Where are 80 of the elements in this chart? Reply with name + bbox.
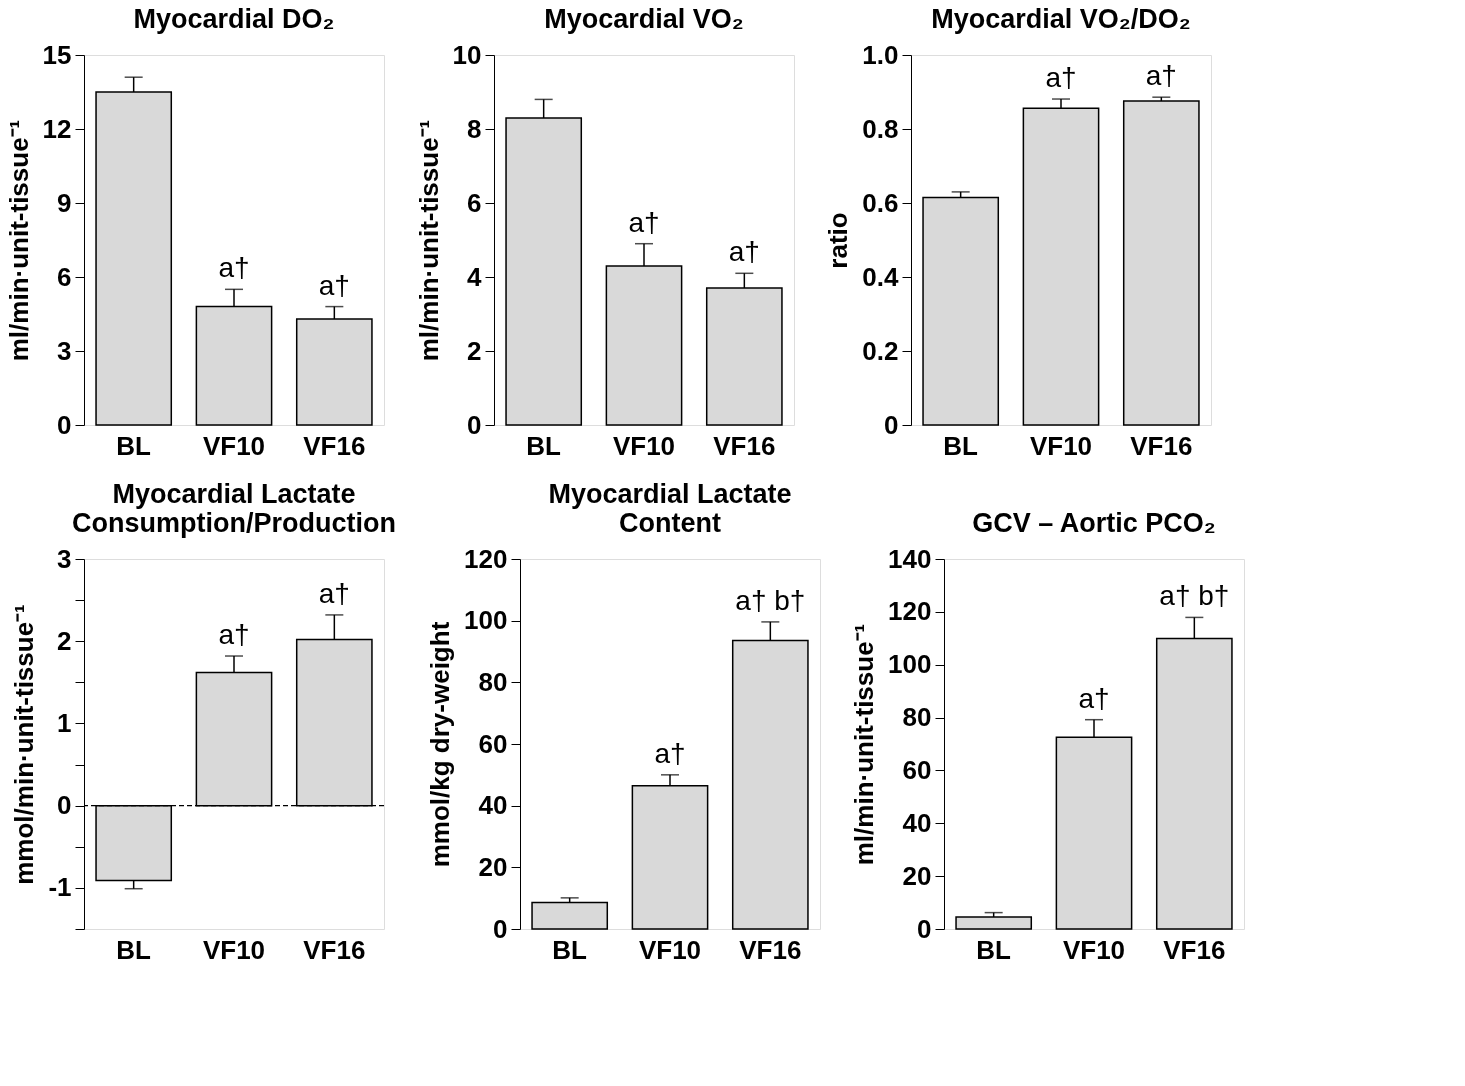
y-tick-label: 3 xyxy=(57,335,72,366)
y-tick-label: 12 xyxy=(42,113,72,144)
y-tick-label: 10 xyxy=(452,39,482,70)
annotation: a† xyxy=(1045,62,1077,94)
x-tick-label: VF10 xyxy=(202,430,266,461)
y-tick-label: 3 xyxy=(57,543,72,574)
y-axis-title: ratio xyxy=(823,212,854,269)
y-tick-label: 120 xyxy=(464,543,508,574)
x-tick-label: BL xyxy=(976,934,1012,965)
chart-title: Myocardial Lactate Consumption/Production xyxy=(72,479,396,538)
annotation: a† b† xyxy=(735,584,806,616)
y-tick-label: 0.6 xyxy=(862,187,899,218)
y-tick-label: 0 xyxy=(57,409,72,440)
y-tick-label: 8 xyxy=(467,113,482,144)
y-tick-label: 0.2 xyxy=(862,335,899,366)
x-tick-label: VF10 xyxy=(1029,430,1093,461)
y-axis-title: mmol/min·unit-tissue⁻¹ xyxy=(9,604,40,885)
chart-title: Myocardial DO₂ xyxy=(133,4,335,34)
y-tick-label: 0.4 xyxy=(862,261,900,292)
x-tick-label: VF16 xyxy=(1163,934,1226,965)
x-tick-label: VF10 xyxy=(612,430,676,461)
x-tick-label: VF16 xyxy=(713,430,776,461)
y-tick-label: 1.0 xyxy=(862,39,899,70)
annotation: a† xyxy=(218,619,250,651)
annotation: a† xyxy=(1145,60,1177,92)
annotation: a† xyxy=(1078,682,1110,714)
annotation: a† xyxy=(654,737,686,769)
x-tick-label: VF16 xyxy=(303,430,366,461)
y-tick-label: 80 xyxy=(478,666,508,697)
y-tick-label: 20 xyxy=(478,851,508,882)
annotation: a† xyxy=(728,236,760,268)
y-tick-label: 1 xyxy=(57,707,72,738)
chart-title: Myocardial Lactate Content xyxy=(548,479,792,538)
y-tick-label: 0.8 xyxy=(862,113,899,144)
y-tick-label: 100 xyxy=(888,649,932,680)
annotation: a† xyxy=(218,252,250,284)
chart-title: GCV – Aortic PCO₂ xyxy=(972,508,1216,538)
y-tick-label: 0 xyxy=(57,790,72,821)
y-tick-label: 40 xyxy=(478,790,508,821)
x-tick-label: VF16 xyxy=(739,934,802,965)
x-tick-label: BL xyxy=(526,430,562,461)
y-tick-label: 120 xyxy=(888,596,932,627)
y-tick-label: 0 xyxy=(467,409,482,440)
y-tick-label: 80 xyxy=(902,702,932,733)
y-tick-label: 140 xyxy=(888,543,932,574)
x-tick-label: BL xyxy=(116,430,152,461)
y-tick-label: 60 xyxy=(478,728,508,759)
y-axis-title: ml/min·unit-tissue⁻¹ xyxy=(3,119,34,362)
annotation: a† xyxy=(318,269,350,301)
x-tick-label: VF16 xyxy=(1130,430,1193,461)
y-tick-label: 9 xyxy=(57,187,72,218)
y-tick-label: 15 xyxy=(42,39,72,70)
y-tick-label: 2 xyxy=(57,625,72,656)
x-tick-label: VF16 xyxy=(303,934,366,965)
y-tick-label: 6 xyxy=(57,261,72,292)
x-tick-label: VF10 xyxy=(638,934,702,965)
y-axis-title: ml/min·unit-tissue⁻¹ xyxy=(413,119,444,362)
y-tick-label: 0 xyxy=(884,409,899,440)
annotation: a† xyxy=(318,577,350,609)
y-tick-label: 6 xyxy=(467,187,482,218)
y-tick-label: 2 xyxy=(467,335,482,366)
y-tick-label: 0 xyxy=(917,913,932,944)
x-tick-label: BL xyxy=(552,934,588,965)
annotation: a† b† xyxy=(1159,580,1230,612)
y-tick-label: -1 xyxy=(48,872,72,903)
y-axis-title: ml/min·unit-tissue⁻¹ xyxy=(849,623,880,866)
y-tick-label: 60 xyxy=(902,754,932,785)
annotation: a† xyxy=(628,206,660,238)
x-tick-label: VF10 xyxy=(1062,934,1126,965)
y-axis-title: mmol/kg dry-weight xyxy=(425,621,456,868)
x-tick-label: BL xyxy=(943,430,979,461)
chart-title: Myocardial VO₂ xyxy=(544,4,744,34)
y-tick-label: 20 xyxy=(902,860,932,891)
x-tick-label: VF10 xyxy=(202,934,266,965)
y-tick-label: 100 xyxy=(464,605,508,636)
y-tick-label: 40 xyxy=(902,807,932,838)
chart-title: Myocardial VO₂/DO₂ xyxy=(931,4,1191,34)
x-tick-label: BL xyxy=(116,934,152,965)
y-tick-label: 4 xyxy=(467,261,483,292)
y-tick-label: 0 xyxy=(493,913,508,944)
